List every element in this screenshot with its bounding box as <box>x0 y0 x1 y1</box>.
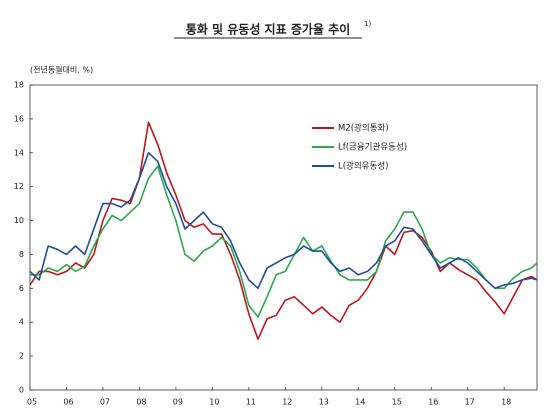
y-tick-label: 0 <box>19 386 24 395</box>
y-tick-label: 6 <box>19 284 24 293</box>
series-line <box>29 121 538 340</box>
x-tick-label: 10 <box>209 398 219 407</box>
x-tick-label: 18 <box>501 398 511 407</box>
x-tick-label: 16 <box>428 398 438 407</box>
plot-frame <box>29 84 538 391</box>
x-tick-label: 08 <box>136 398 146 407</box>
x-tick-label: 07 <box>100 398 110 407</box>
x-tick-label: 12 <box>282 398 292 407</box>
x-tick-label: 17 <box>465 398 475 407</box>
y-tick-label: 10 <box>14 216 24 225</box>
x-tick-label: 15 <box>392 398 402 407</box>
y-tick-label: 2 <box>19 352 24 361</box>
y-axis-label: (전년동월대비, %) <box>30 65 93 75</box>
y-tick-label: 4 <box>19 318 24 327</box>
x-tick-label: 11 <box>246 398 256 407</box>
series-line <box>29 152 538 290</box>
chart-title: 통화 및 유동성 지표 증가율 추이 <box>186 22 350 37</box>
title-note: 1) <box>364 20 371 28</box>
legend-label: M2(광의통화) <box>338 123 389 134</box>
y-tick-label: 16 <box>14 114 24 123</box>
x-tick-label: 05 <box>27 398 37 407</box>
x-tick-label: 09 <box>173 398 183 407</box>
y-tick-label: 8 <box>19 250 24 259</box>
x-tick-label: 06 <box>63 398 73 407</box>
x-tick-label: 13 <box>319 398 329 407</box>
x-tick-label: 14 <box>355 398 365 407</box>
y-tick-label: 14 <box>14 148 24 157</box>
y-tick-label: 18 <box>14 81 24 90</box>
series-line <box>30 165 538 318</box>
legend-label: L(광의유동성) <box>338 161 388 172</box>
legend-label: Lf(금융기관유동성) <box>338 142 407 153</box>
y-tick-label: 12 <box>14 182 24 191</box>
